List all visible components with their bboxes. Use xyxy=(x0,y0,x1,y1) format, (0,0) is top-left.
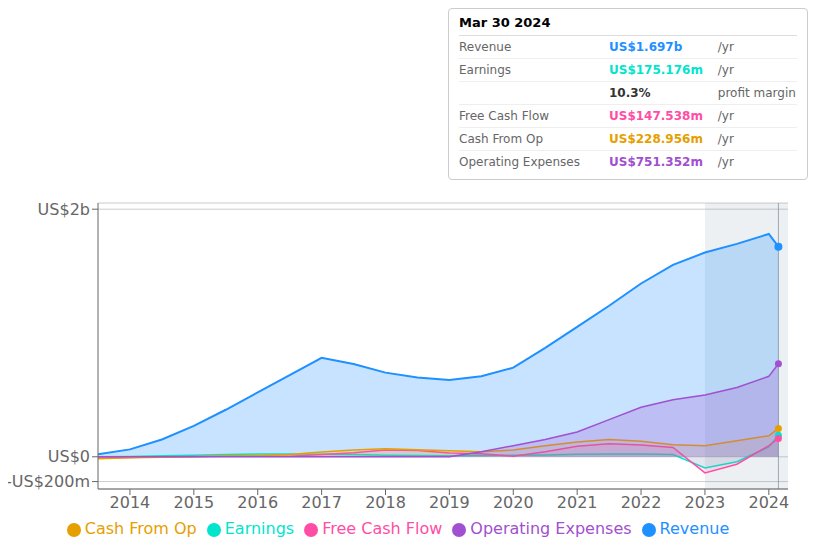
svg-text:2015: 2015 xyxy=(173,493,214,512)
svg-text:US$2b: US$2b xyxy=(38,200,90,219)
svg-text:2023: 2023 xyxy=(685,493,726,512)
html-text:Cash From Op: Cash From Op xyxy=(84,519,197,538)
html-text:Cash From Op: Cash From Op xyxy=(459,132,543,146)
html-text:Revenue: Revenue xyxy=(459,40,512,54)
html-text:10.3%: 10.3% xyxy=(609,86,651,100)
html-text:Mar 30 2024: Mar 30 2024 xyxy=(459,15,551,30)
html-text:Earnings: Earnings xyxy=(224,519,295,538)
svg-text:2014: 2014 xyxy=(110,493,151,512)
html-text:US$228.956m: US$228.956m xyxy=(609,132,703,146)
html-text:US$1.697b: US$1.697b xyxy=(609,40,683,54)
html-text:Earnings: Earnings xyxy=(459,63,512,77)
svg-text:2020: 2020 xyxy=(493,493,534,512)
html-text:/yr: /yr xyxy=(714,40,734,54)
html-text:profit margin: profit margin xyxy=(714,86,796,100)
html-text:/yr: /yr xyxy=(714,109,734,123)
html-text:/yr: /yr xyxy=(714,63,734,77)
html-text:/yr: /yr xyxy=(714,132,734,146)
svg-text:US$0: US$0 xyxy=(48,447,90,466)
html-text:Revenue: Revenue xyxy=(659,519,730,538)
svg-text:2018: 2018 xyxy=(365,493,406,512)
html-text:Operating Expenses: Operating Expenses xyxy=(459,155,580,169)
svg-text:2019: 2019 xyxy=(429,493,470,512)
svg-text:2016: 2016 xyxy=(237,493,278,512)
html-text:US$751.352m: US$751.352m xyxy=(609,155,703,169)
html-text:/yr: /yr xyxy=(714,155,734,169)
html-text:US$175.176m: US$175.176m xyxy=(609,63,703,77)
html-text:Free Cash Flow: Free Cash Flow xyxy=(459,109,550,123)
svg-text:2022: 2022 xyxy=(621,493,662,512)
html-text:Operating Expenses: Operating Expenses xyxy=(470,519,632,538)
svg-text:-US$200m: -US$200m xyxy=(8,472,90,491)
svg-text:2017: 2017 xyxy=(301,493,342,512)
svg-text:2021: 2021 xyxy=(557,493,598,512)
html-text:US$147.538m: US$147.538m xyxy=(609,109,703,123)
html-text:Free Cash Flow: Free Cash Flow xyxy=(322,519,443,538)
svg-text:2024: 2024 xyxy=(748,493,789,512)
